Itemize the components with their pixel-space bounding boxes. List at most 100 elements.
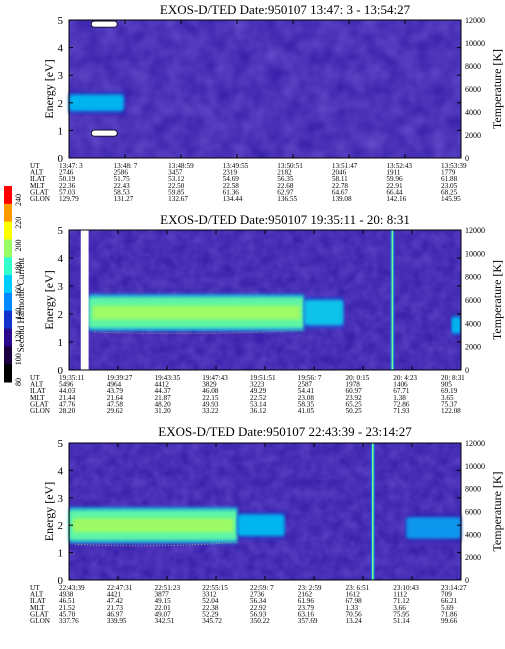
ephemeris-cell: 65.25 <box>346 400 363 408</box>
y-tick-label: 2 <box>58 309 64 321</box>
colorbar-swatch <box>4 310 12 330</box>
y-tick-label: 0 <box>58 365 64 377</box>
ephemeris-cell: 50.19 <box>59 175 76 183</box>
ephemeris-cell: 71.93 <box>393 407 410 415</box>
y2-tick-label: 10000 <box>465 249 485 258</box>
ephemeris-cell: 23: 6:51 <box>346 584 370 592</box>
ephemeris-cell: 46.51 <box>59 597 76 605</box>
ephemeris-cell: 23.05 <box>441 182 458 190</box>
ephemeris-cell: 22:55:15 <box>202 584 228 592</box>
colorbar-swatch <box>4 221 12 240</box>
y-tick-label: 3 <box>58 70 64 82</box>
y2-tick-label: 0 <box>465 366 469 375</box>
ephemeris-cell: 36.12 <box>250 407 267 415</box>
colorbar-tick-label: 180 <box>14 262 23 274</box>
y-tick-label: 5 <box>58 438 64 450</box>
ephemeris-cell: 139.08 <box>332 195 352 203</box>
ephemeris-cell: 59.96 <box>386 175 403 183</box>
ephemeris-cell: 22:47:31 <box>107 584 133 592</box>
ephemeris-cell: 122.08 <box>441 407 461 415</box>
ephemeris-row-label: GLAT <box>30 188 49 196</box>
heatmap-band <box>69 94 124 112</box>
ephemeris-cell: 22.36 <box>59 182 76 190</box>
ephemeris-cell: 3457 <box>168 169 183 177</box>
ephemeris-cell: 1779 <box>441 169 456 177</box>
ephemeris-cell: 60.97 <box>346 387 363 395</box>
ephemeris-cell: 20: 0:15 <box>346 374 370 382</box>
ephemeris-cell: 49.15 <box>155 597 172 605</box>
ephemeris-cell: 50.25 <box>346 407 363 415</box>
ephemeris-cell: 3312 <box>202 591 217 599</box>
ephemeris-cell: 4938 <box>59 591 74 599</box>
ephemeris-cell: 129.79 <box>59 195 79 203</box>
ephemeris-cell: 22.52 <box>250 394 267 402</box>
ephemeris-cell: 19:39:27 <box>107 374 133 382</box>
ephemeris-cell: 64.67 <box>332 188 349 196</box>
y2-tick-label: 8000 <box>465 485 481 494</box>
spectrogram-panel: EXOS-D/TED Date:950107 13:47: 3 - 13:54:… <box>30 2 504 203</box>
ephemeris-cell: 13:53:39 <box>441 162 467 170</box>
ephemeris-cell: 3.66 <box>393 604 406 612</box>
ephemeris-cell: 71.86 <box>441 610 458 618</box>
ephemeris-cell: 13.24 <box>346 617 363 625</box>
heatmap-band <box>304 300 344 326</box>
ephemeris-cell: 345.72 <box>202 617 222 625</box>
spectrogram-panels: EXOS-D/TED Date:950107 13:47: 3 - 13:54:… <box>30 2 504 625</box>
ephemeris-cell: 67.71 <box>393 387 410 395</box>
ephemeris-cell: 1112 <box>393 591 407 599</box>
y2-tick-label: 0 <box>465 576 469 585</box>
ephemeris-cell: 2319 <box>223 169 238 177</box>
ephemeris-cell: 709 <box>441 591 452 599</box>
ephemeris-cell: 22.68 <box>277 182 294 190</box>
y2-tick-label: 10000 <box>465 39 485 48</box>
ephemeris-cell: 19:43:35 <box>155 374 181 382</box>
y2-tick-label: 2000 <box>465 553 481 562</box>
colorbar-swatch <box>4 257 12 276</box>
y-tick-label: 2 <box>58 98 64 110</box>
ephemeris-cell: 69.19 <box>441 387 458 395</box>
colorbar-swatch <box>4 275 12 294</box>
ephemeris-cell: 53.12 <box>168 175 185 183</box>
spectrogram-panel: EXOS-D/TED Date:950107 19:35:11 - 20: 8:… <box>30 212 504 415</box>
ephemeris-cell: 66.44 <box>386 188 403 196</box>
ephemeris-cell: 13:47: 3 <box>59 162 83 170</box>
ephemeris-cell: 46.97 <box>107 610 124 618</box>
ephemeris-cell: 337.76 <box>59 617 79 625</box>
y2-axis-label: Temperature [K] <box>490 471 504 551</box>
ephemeris-cell: 339.95 <box>107 617 127 625</box>
heatmap-band <box>451 316 461 334</box>
ephemeris-cell: 2182 <box>277 169 292 177</box>
colorbar-tick-label: 100 <box>14 353 23 365</box>
ephemeris-cell: 22.15 <box>202 394 219 402</box>
colorbar-swatch <box>4 292 12 312</box>
ephemeris-cell: 13:52:43 <box>386 162 412 170</box>
colorbar-tick-label: 160 <box>14 285 23 297</box>
ephemeris-cell: 1406 <box>393 381 408 389</box>
data-gap <box>80 230 89 370</box>
y2-tick-label: 12000 <box>465 439 485 448</box>
colorbar-ticks: 240 220 200 180 160 140 120 100 80 <box>14 194 23 386</box>
ephemeris-cell: 99.66 <box>441 617 458 625</box>
y2-tick-label: 8000 <box>465 273 481 282</box>
ephemeris-cell: 13:49:55 <box>223 162 249 170</box>
ephemeris-cell: 22.50 <box>168 182 185 190</box>
ephemeris-cell: 2046 <box>332 169 347 177</box>
colorbar-tick-label: 240 <box>14 194 23 206</box>
panel-title: EXOS-D/TED Date:950107 22:43:39 - 23:14:… <box>158 424 412 439</box>
ephemeris-cell: 56.34 <box>250 597 267 605</box>
y2-tick-label: 4000 <box>465 108 481 117</box>
ephemeris-cell: 4964 <box>107 381 122 389</box>
y-tick-label: 3 <box>58 281 64 293</box>
ephemeris-cell: 22.78 <box>332 182 349 190</box>
ephemeris-cell: 23.79 <box>298 604 315 612</box>
y-tick-label: 1 <box>58 548 64 560</box>
ephemeris-cell: 145.95 <box>441 195 461 203</box>
ephemeris-cell: 23: 2:59 <box>298 584 322 592</box>
ephemeris-cell: 44.37 <box>155 387 172 395</box>
ephemeris-cell: 342.51 <box>155 617 175 625</box>
y-tick-label: 5 <box>58 225 64 237</box>
spectrogram-panel: EXOS-D/TED Date:950107 22:43:39 - 23:14:… <box>30 424 504 625</box>
ephemeris-row-label: UT <box>30 584 40 592</box>
y2-tick-label: 0 <box>465 154 469 163</box>
